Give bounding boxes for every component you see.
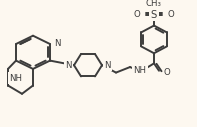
Text: NH: NH <box>9 74 22 83</box>
Text: N: N <box>54 39 60 48</box>
Text: CH₃: CH₃ <box>146 0 162 8</box>
Text: S: S <box>151 10 157 20</box>
Text: O: O <box>133 10 140 19</box>
Text: N: N <box>65 61 72 70</box>
Text: N: N <box>104 61 111 70</box>
Text: O: O <box>168 10 175 19</box>
Text: O: O <box>164 68 171 77</box>
Text: NH: NH <box>134 66 147 75</box>
